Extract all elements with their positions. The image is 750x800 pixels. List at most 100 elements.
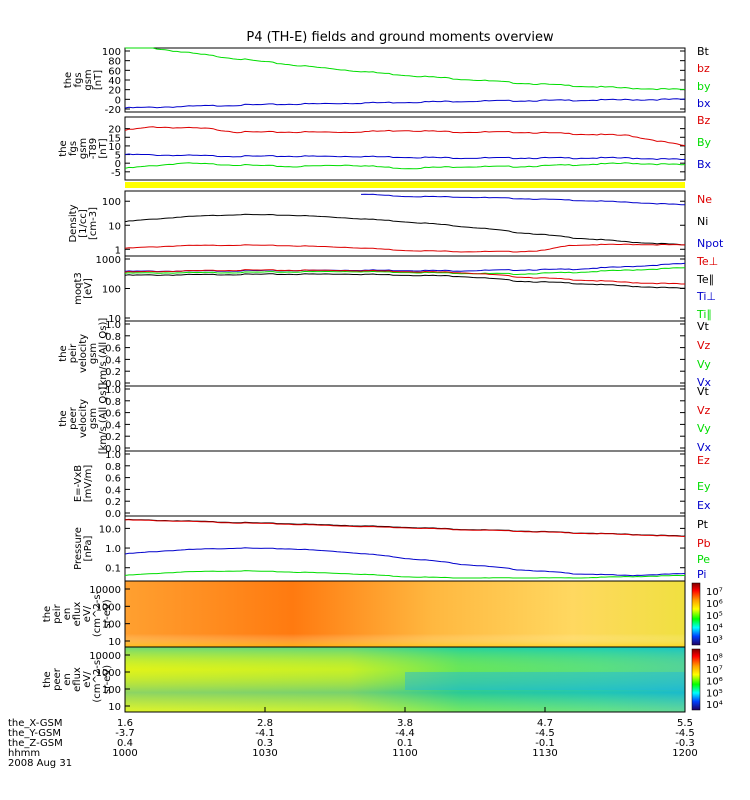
y-tick-label: -20	[105, 105, 121, 116]
x-tick-value: -4.5	[675, 728, 695, 739]
y-axis-label: gsm	[83, 69, 94, 90]
x-tick-value: -3.7	[115, 728, 135, 739]
y-axis-label: [cm-3]	[88, 207, 99, 240]
y-tick-label: 1000	[96, 668, 121, 679]
y-axis-label: moqt3	[73, 272, 84, 305]
y-axis-label: velocity	[78, 399, 89, 438]
y-tick-label: 80	[108, 57, 121, 68]
legend-Ne: Ne	[697, 193, 712, 206]
y-tick-label: 100	[102, 620, 121, 631]
y-tick-label: 100	[102, 685, 121, 696]
colorbar-tick: 10⁷	[706, 587, 723, 598]
y-tick-label: 0.6	[105, 344, 121, 355]
y-axis-label: sr-eV)	[102, 665, 113, 694]
y-axis-label: the	[58, 410, 69, 426]
y-tick-label: 0.6	[105, 474, 121, 485]
y-tick-label: 0.4	[105, 485, 121, 496]
panel-peer_velocity: 1.00.80.60.40.20.0 the peer velocity gsm [km/…	[58, 383, 712, 455]
y-tick-label: 0.6	[105, 409, 121, 420]
legend-Ez: Ez	[697, 454, 710, 467]
y-tick-label: 0.4	[105, 420, 121, 431]
y-tick-label: 10	[108, 637, 121, 648]
legend-Vt: Vt	[697, 385, 710, 398]
legend-Ex: Ex	[697, 499, 711, 512]
y-axis-label: [km/s (All Qs)]	[98, 318, 109, 390]
y-axis-label: fgs	[68, 141, 79, 156]
legend-Pe: Pe	[697, 553, 710, 566]
y-tick-label: 10.0	[99, 524, 121, 535]
panel-frame	[124, 255, 686, 322]
y-axis-label: [nT]	[98, 138, 109, 158]
chart-title: P4 (TH-E) fields and ground moments over…	[246, 30, 554, 45]
y-tick-label: 20	[108, 125, 121, 136]
colorbar-tick: 10⁶	[706, 599, 723, 610]
series-by	[125, 47, 685, 91]
y-tick-label: 1000	[96, 602, 121, 613]
x-tick-value: 0.4	[117, 738, 133, 749]
y-tick-label: 20	[108, 86, 121, 97]
panel-peir_velocity: 1.00.80.60.40.20.0 the peir velocity gsm [km/…	[58, 318, 712, 390]
y-axis-label: eflux	[72, 667, 83, 692]
y-tick-label: -5	[111, 168, 121, 179]
y-axis-label: peer	[52, 667, 63, 691]
series-Ti∥	[124, 267, 686, 276]
y-tick-label: 1.0	[105, 385, 121, 396]
x-row-label: the_Y-GSM	[8, 728, 61, 739]
y-tick-label: 10000	[89, 585, 121, 596]
colorbar-tick: 10⁵	[706, 611, 723, 622]
series-By	[124, 162, 686, 170]
x-tick-value: 1100	[392, 748, 417, 759]
series-Bx	[124, 153, 686, 161]
panel-pressure: 10.0 1.0 0.1 Pressure [nPa] Pt Pb Pe Pi	[73, 515, 711, 582]
legend-Vx: Vx	[697, 441, 712, 454]
y-axis-label: the	[63, 72, 74, 88]
y-axis-label: gsm	[88, 343, 99, 364]
legend-Vx: Vx	[697, 376, 712, 389]
legend-Bt: Bt	[697, 45, 710, 58]
legend-Bx: Bx	[697, 158, 712, 171]
series-Pb	[124, 519, 686, 537]
legend-Npot: Npot	[697, 237, 724, 250]
x-tick-value: 0.3	[257, 738, 273, 749]
legend-Vz: Vz	[697, 404, 711, 417]
x-tick-value: 1030	[252, 748, 277, 759]
y-axis-label: [nT]	[93, 70, 104, 90]
y-tick-label: 10	[108, 221, 121, 232]
x-tick-value: -0.1	[535, 738, 555, 749]
colorbar-tick: 10⁶	[706, 677, 723, 688]
legend-Vy: Vy	[697, 358, 711, 371]
spectrogram-overlay-peer_eflux	[125, 647, 685, 712]
panel-frame	[124, 320, 686, 387]
y-tick-label: 1.0	[105, 544, 121, 555]
panel-frame	[124, 450, 686, 517]
colorbar-tick: 10⁷	[706, 665, 723, 676]
y-axis-label: gsm	[88, 408, 99, 429]
colorbar-peer_eflux	[691, 648, 701, 711]
legend-Ti⊥: Ti⊥	[696, 290, 716, 303]
x-tick-value: 1200	[672, 748, 697, 759]
y-axis-label: peer	[68, 406, 79, 430]
colorbar-tick: 10³	[706, 635, 723, 646]
series-Te∥	[124, 273, 686, 289]
y-tick-label: 0	[115, 95, 121, 106]
y-tick-label: 0.0	[105, 509, 121, 520]
legend-by: by	[697, 80, 711, 93]
y-tick-label: 100	[102, 47, 121, 58]
panel-density: 100 10 1 Density [1/cc] [cm-3] Ne Ni Npot	[68, 190, 724, 257]
y-axis-label: [nPa]	[83, 535, 94, 561]
date-label: 2008 Aug 31	[8, 758, 72, 769]
legend-Ni: Ni	[697, 215, 708, 228]
y-tick-label: 0.2	[105, 497, 121, 508]
y-axis-label: [km/s (All Qs)]	[98, 383, 109, 455]
y-tick-label: 1000	[96, 255, 121, 266]
x-tick-value: 4.7	[537, 718, 553, 729]
y-axis-label: sr-eV)	[102, 599, 113, 628]
y-axis-label: the	[58, 140, 69, 156]
y-axis-label: (cm^2-s-	[92, 590, 103, 637]
y-tick-label: 100	[102, 197, 121, 208]
y-tick-label: 0.4	[105, 355, 121, 366]
